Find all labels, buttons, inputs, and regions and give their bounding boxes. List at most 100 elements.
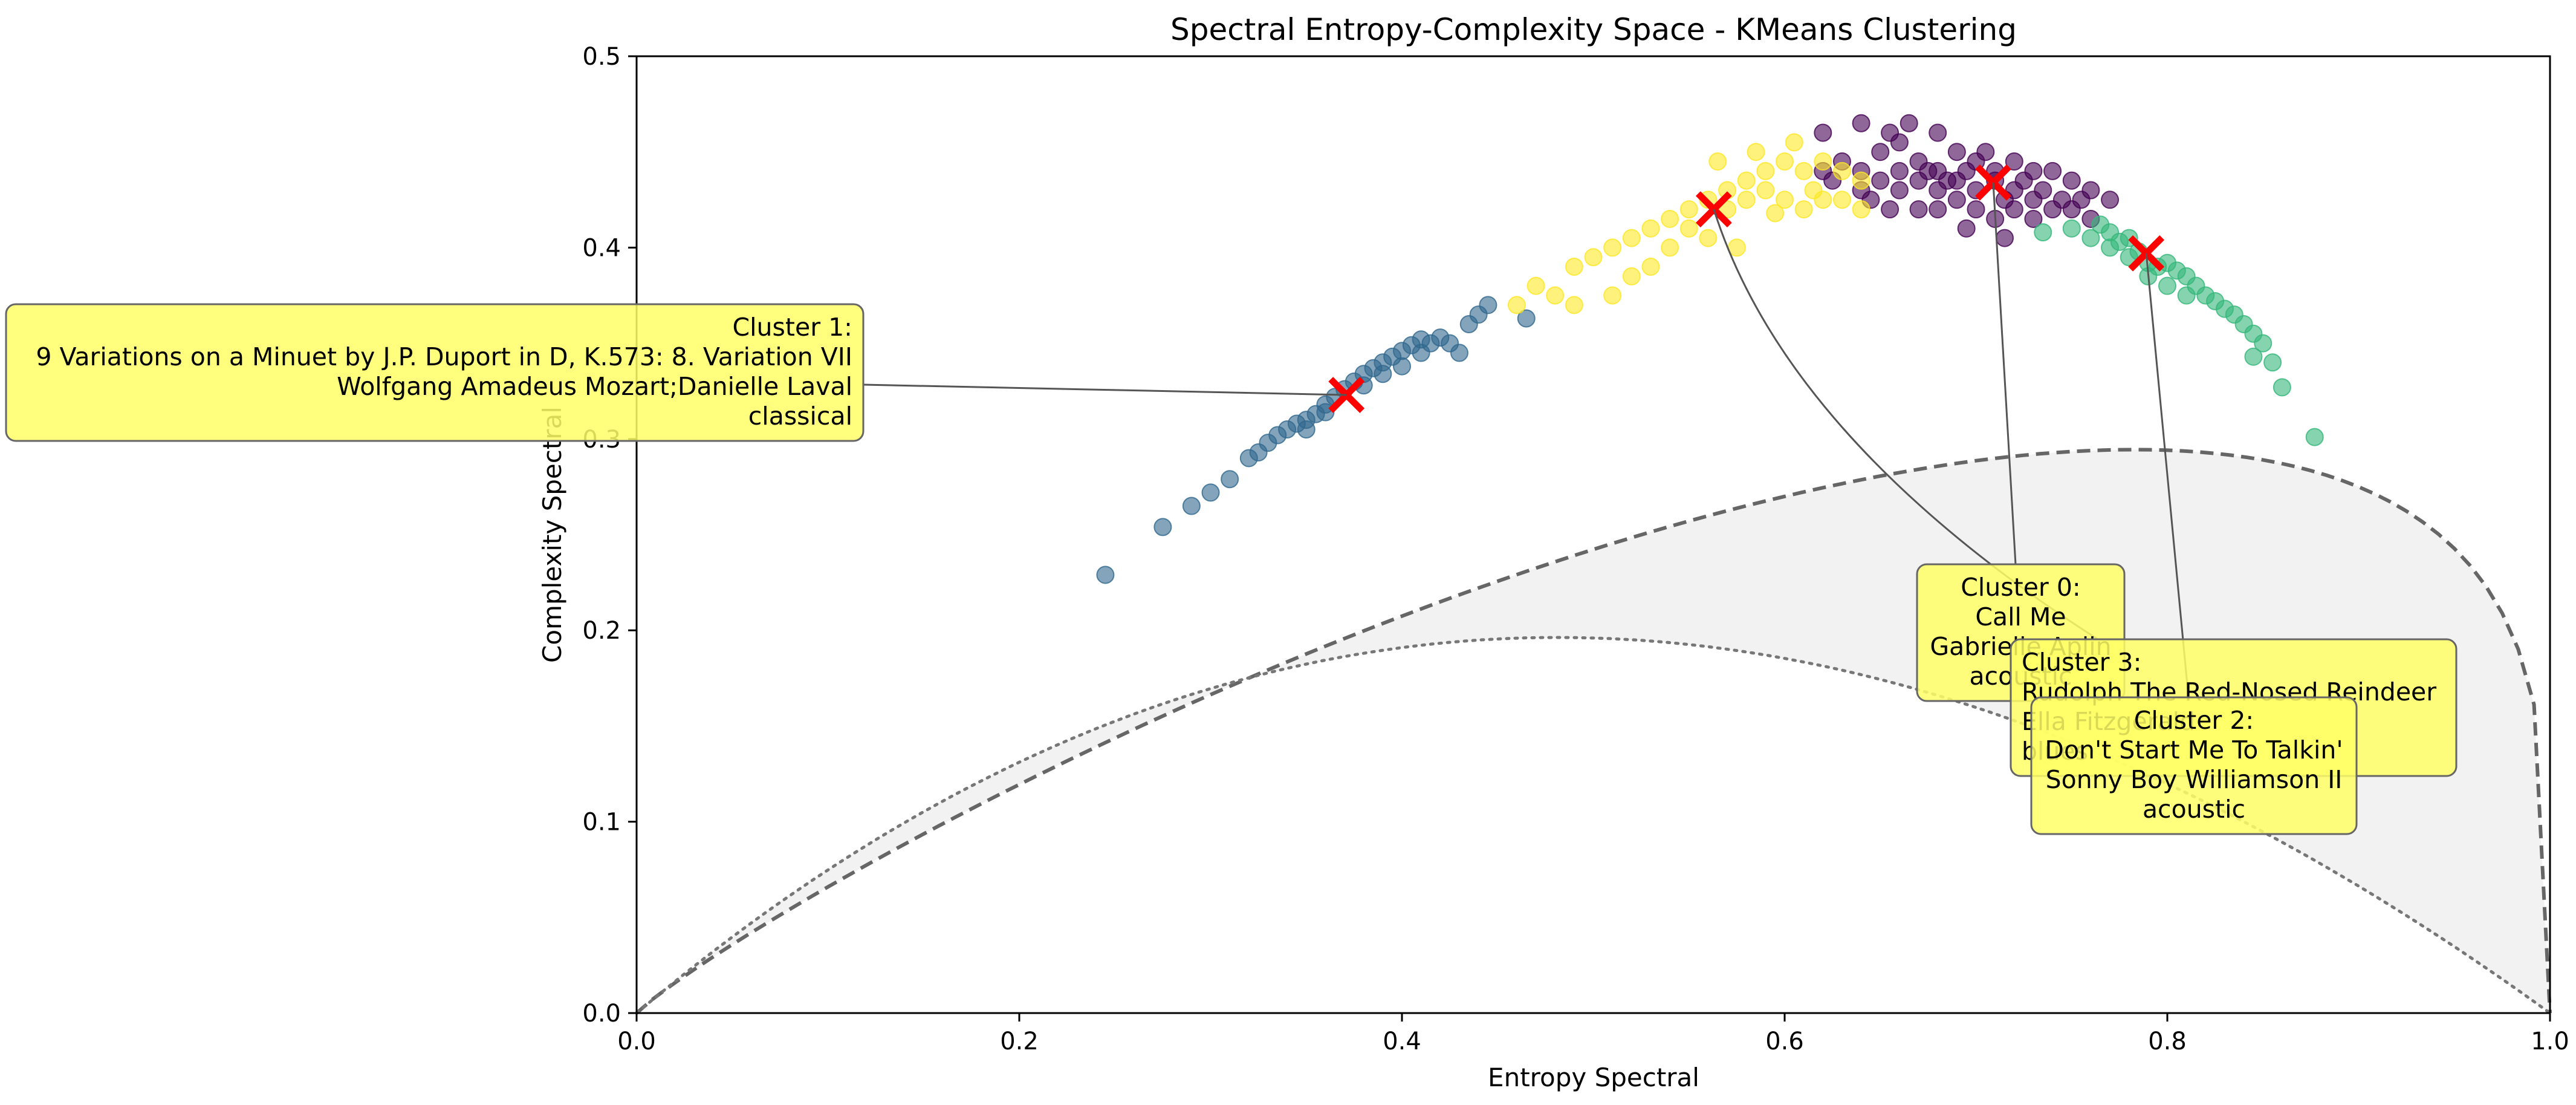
data-point: [1708, 152, 1727, 171]
data-point: [2101, 191, 2120, 209]
data-point: [2052, 191, 2071, 209]
annotation-line: Cluster 1:: [733, 313, 852, 342]
data-point: [2024, 209, 2043, 228]
data-point: [2273, 378, 2291, 397]
annotation-line: 9 Variations on a Minuet by J.P. Duport …: [36, 342, 852, 371]
upper-bound-curve: [635, 448, 2552, 1015]
data-point: [2072, 191, 2091, 209]
data-point: [2062, 219, 2081, 238]
data-point: [1794, 200, 1813, 219]
data-point: [1374, 365, 1392, 383]
data-point: [1507, 296, 1526, 315]
x-tick-label: 0.8: [2148, 1028, 2187, 1055]
data-point: [1679, 200, 1698, 219]
annotation-cluster-1: Cluster 1:9 Variations on a Minuet by J.…: [5, 303, 865, 442]
y-tick-label: 0.2: [582, 617, 621, 645]
data-point: [1737, 191, 1756, 209]
data-point: [1881, 200, 1900, 219]
y-tick-label: 0.5: [582, 43, 621, 71]
data-point: [1890, 161, 1909, 180]
annotation-line: classical: [748, 402, 852, 431]
data-point: [1832, 191, 1851, 209]
data-point: [1852, 171, 1870, 190]
annotation-line: acoustic: [2143, 795, 2245, 824]
x-tick-label: 0.4: [1383, 1028, 1421, 1055]
data-point: [1938, 171, 1957, 190]
data-point: [1737, 171, 1756, 190]
data-point: [1947, 143, 1966, 161]
data-point: [1794, 161, 1813, 180]
data-point: [1153, 518, 1172, 536]
annotation-line: Sonny Boy Williamson II: [2046, 765, 2343, 794]
x-tick-label: 0.6: [1765, 1028, 1804, 1055]
annotation-line: Cluster 3:: [2022, 648, 2141, 677]
data-point: [2158, 276, 2176, 295]
data-point: [1622, 229, 1641, 247]
data-point: [2177, 286, 2196, 305]
data-point: [1995, 229, 2014, 247]
data-point: [1526, 276, 1545, 295]
annotation-layer: Cluster 1:9 Variations on a Minuet by J.…: [5, 182, 2458, 835]
data-point: [1661, 238, 1679, 257]
data-point: [2062, 171, 2081, 190]
annotation-line: Call Me: [1975, 602, 2066, 631]
data-point: [1967, 200, 1985, 219]
data-point: [2034, 223, 2052, 242]
data-point: [1546, 286, 1565, 305]
data-point: [1852, 200, 1870, 219]
y-axis-label: Complexity Spectral: [537, 406, 567, 663]
data-point: [1479, 296, 1497, 315]
data-point: [1412, 344, 1430, 362]
data-point: [1804, 181, 1823, 200]
data-point: [1221, 470, 1239, 489]
data-point: [1603, 286, 1622, 305]
y-tick-label: 0.1: [582, 809, 621, 836]
annotation-cluster-2: Cluster 2:Don't Start Me To Talkin'Sonny…: [2030, 696, 2358, 835]
data-point: [2014, 171, 2033, 190]
data-point: [1641, 219, 1660, 238]
annotation-box: [5, 303, 865, 442]
data-point: [2101, 238, 2120, 257]
data-point: [1776, 152, 1794, 171]
x-tick-label: 0.0: [617, 1028, 656, 1055]
data-point: [1890, 133, 1909, 152]
data-point: [1756, 161, 1775, 180]
data-point: [2043, 161, 2062, 180]
data-point: [1641, 258, 1660, 276]
data-point: [2263, 353, 2282, 372]
data-point: [1832, 161, 1851, 180]
data-point: [1871, 143, 1890, 161]
data-point: [1603, 238, 1622, 257]
data-point: [1393, 357, 1411, 376]
y-tick-label: 0.0: [582, 1000, 621, 1028]
data-point: [1756, 181, 1775, 200]
data-point: [1661, 209, 1679, 228]
data-point: [1584, 248, 1603, 267]
data-point: [1565, 258, 1583, 276]
data-point: [1871, 171, 1890, 190]
data-point: [1890, 181, 1909, 200]
data-point: [1699, 229, 1718, 247]
data-point: [1957, 161, 1976, 180]
chart-title: Spectral Entropy-Complexity Space - KMea…: [1170, 12, 2017, 47]
annotation-line: Wolfgang Amadeus Mozart;Danielle Laval: [337, 372, 852, 401]
data-point: [1947, 191, 1966, 209]
data-point: [2081, 229, 2100, 247]
x-axis-label: Entropy Spectral: [1488, 1063, 1699, 1092]
data-point: [1785, 133, 1803, 152]
data-point: [1622, 267, 1641, 285]
y-tick-label: 0.4: [582, 234, 621, 262]
annotation-line: Don't Start Me To Talkin': [2045, 735, 2343, 764]
plot-area: [635, 114, 2552, 1015]
annotation-line: Cluster 0:: [1961, 573, 2080, 602]
data-point: [1766, 204, 1785, 223]
data-point: [2305, 428, 2324, 446]
annotation-box: [2030, 696, 2358, 835]
annotation-line: Cluster 2:: [2134, 706, 2254, 735]
data-point: [1450, 344, 1468, 362]
data-point: [1679, 219, 1698, 238]
data-point: [1929, 123, 1947, 142]
y-axis: 0.00.10.20.30.40.5: [582, 43, 637, 1028]
data-point: [1957, 219, 1976, 238]
